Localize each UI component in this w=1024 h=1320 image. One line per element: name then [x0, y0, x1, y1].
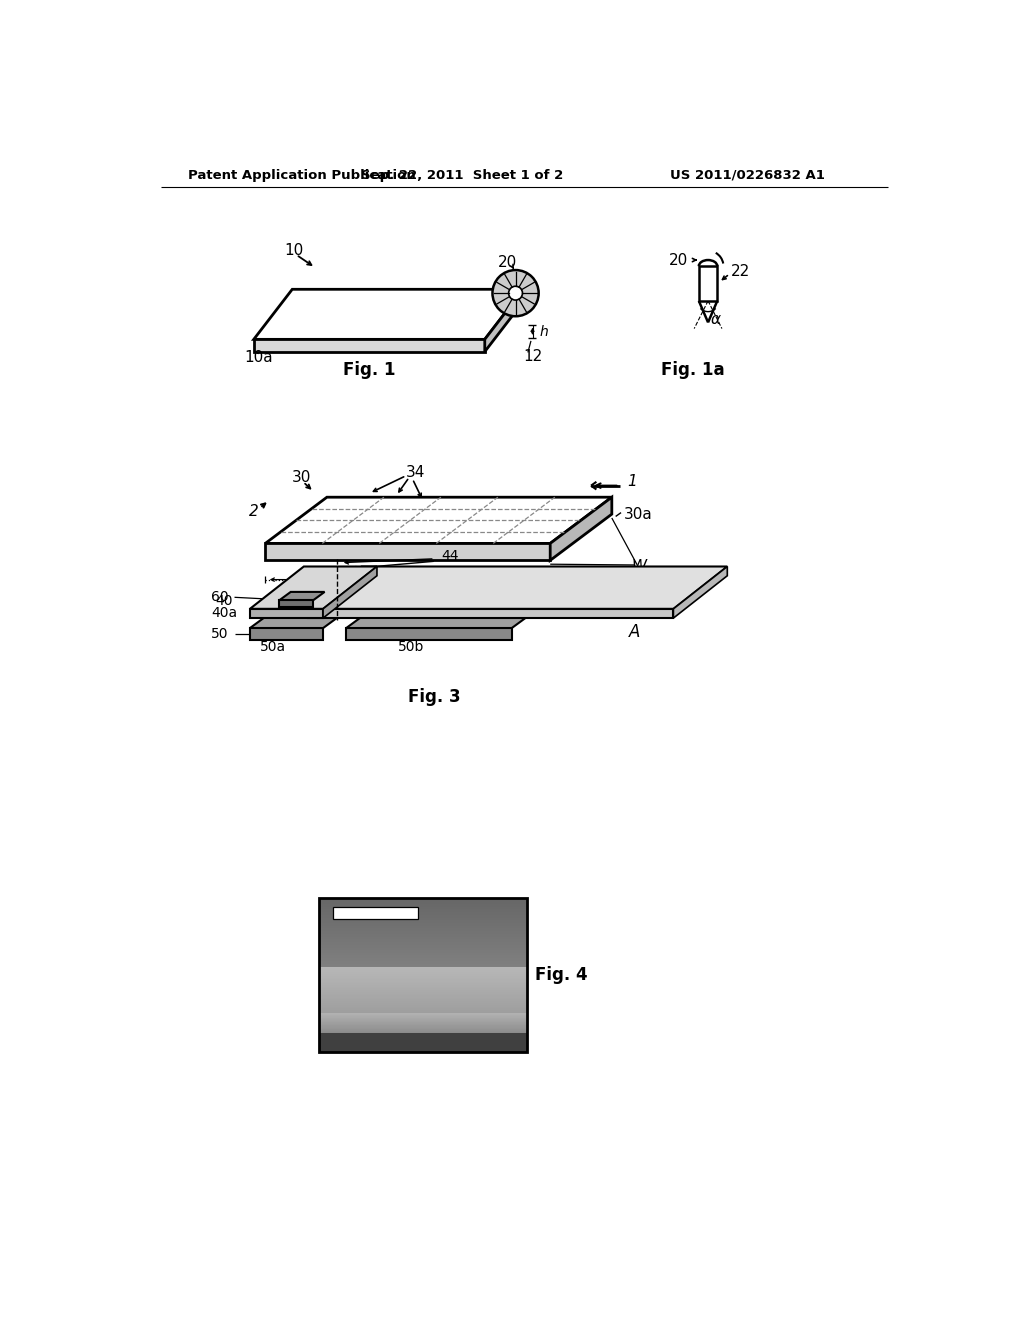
- Polygon shape: [254, 289, 523, 339]
- Bar: [319, 898, 527, 1052]
- Text: 40a: 40a: [211, 606, 238, 619]
- Polygon shape: [674, 566, 727, 618]
- Circle shape: [509, 286, 522, 300]
- Polygon shape: [250, 628, 323, 640]
- Text: α: α: [711, 312, 721, 327]
- Text: US 2011/0226832 A1: US 2011/0226832 A1: [670, 169, 824, 182]
- Bar: [319, 1014, 527, 1032]
- Text: 60: 60: [211, 590, 229, 605]
- Polygon shape: [307, 609, 674, 618]
- Circle shape: [493, 271, 539, 317]
- Text: 44: 44: [441, 549, 459, 564]
- Text: L: L: [403, 583, 412, 598]
- Polygon shape: [550, 498, 611, 561]
- Polygon shape: [254, 339, 484, 351]
- Polygon shape: [323, 566, 377, 618]
- Text: Patent Application Publication: Patent Application Publication: [188, 169, 416, 182]
- Text: h: h: [540, 325, 548, 339]
- Text: 50: 50: [211, 627, 229, 642]
- Polygon shape: [280, 601, 313, 607]
- Text: 1: 1: [628, 474, 637, 490]
- Polygon shape: [346, 611, 535, 628]
- Polygon shape: [250, 609, 323, 618]
- Text: 12: 12: [523, 348, 543, 364]
- Polygon shape: [265, 498, 611, 544]
- Text: Fig. 1: Fig. 1: [343, 362, 395, 379]
- Text: 20: 20: [669, 253, 688, 268]
- Polygon shape: [250, 611, 346, 628]
- Text: 500 μm: 500 μm: [353, 907, 398, 920]
- Bar: [333, 907, 418, 919]
- Text: F: F: [296, 570, 304, 586]
- Polygon shape: [280, 591, 325, 601]
- Text: Fig. 3: Fig. 3: [409, 689, 461, 706]
- Text: W: W: [631, 558, 646, 574]
- Text: 30a: 30a: [624, 507, 652, 521]
- Text: A: A: [629, 623, 641, 642]
- Text: 30: 30: [292, 470, 311, 486]
- Bar: [319, 898, 527, 974]
- Text: Fig. 2: Fig. 2: [358, 581, 411, 598]
- Bar: [319, 1032, 527, 1052]
- Polygon shape: [265, 544, 550, 561]
- Text: Sep. 22, 2011  Sheet 1 of 2: Sep. 22, 2011 Sheet 1 of 2: [360, 169, 563, 182]
- Bar: [319, 974, 527, 1014]
- Text: 10a: 10a: [245, 350, 273, 364]
- Text: 10: 10: [285, 243, 304, 259]
- Text: 40: 40: [215, 594, 232, 609]
- Bar: [698, 267, 717, 301]
- Text: 34: 34: [406, 465, 425, 480]
- Polygon shape: [250, 566, 377, 609]
- Text: 50a: 50a: [260, 640, 286, 655]
- Polygon shape: [307, 566, 727, 609]
- Polygon shape: [484, 289, 523, 351]
- Polygon shape: [346, 628, 512, 640]
- Text: 20: 20: [499, 255, 517, 269]
- Text: 22: 22: [731, 264, 750, 279]
- Text: 50b: 50b: [398, 640, 425, 655]
- Text: Fig. 1a: Fig. 1a: [660, 362, 724, 379]
- Text: 2: 2: [249, 503, 259, 519]
- Text: Fig. 4: Fig. 4: [536, 966, 588, 983]
